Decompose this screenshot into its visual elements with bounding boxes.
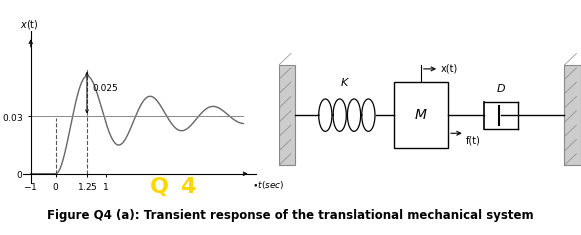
- Text: D: D: [497, 84, 505, 94]
- Bar: [279, 65, 296, 165]
- Text: $\bullet t(sec)$: $\bullet t(sec)$: [252, 180, 285, 192]
- Text: Q: Q: [149, 177, 168, 197]
- Text: f(t): f(t): [465, 135, 480, 145]
- Text: Figure Q4 (a): Transient response of the translational mechanical system: Figure Q4 (a): Transient response of the…: [47, 209, 534, 222]
- Text: 4: 4: [180, 177, 195, 197]
- Bar: [564, 65, 581, 165]
- Text: K: K: [340, 78, 347, 88]
- Bar: [394, 82, 448, 148]
- Text: $x$(t): $x$(t): [20, 18, 39, 31]
- Text: M: M: [415, 108, 427, 122]
- Text: 0.025: 0.025: [92, 84, 118, 93]
- Text: x(t): x(t): [440, 64, 458, 74]
